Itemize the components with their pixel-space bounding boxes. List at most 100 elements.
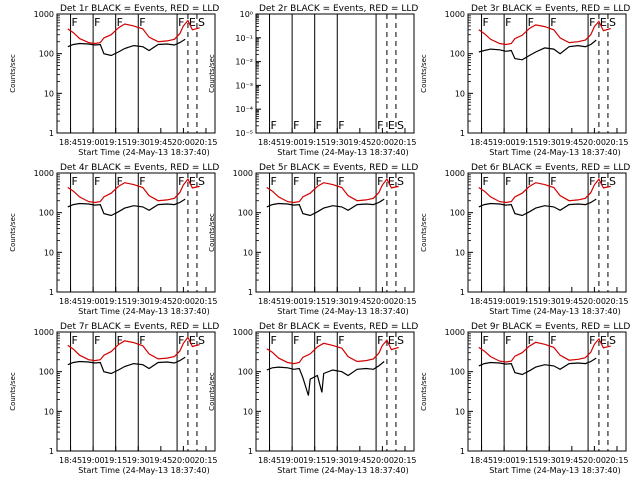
event-marker-label: F (293, 175, 299, 188)
panel-title: Det 9r BLACK = Events, RED = LLD (471, 322, 630, 332)
x-tick-label: 19:15 (104, 297, 127, 306)
y-tick-label: 1000 (233, 169, 253, 178)
x-tick-label: 19:30 (326, 138, 349, 147)
x-tick-label: 19:30 (538, 138, 561, 147)
x-axis-label: Start Time (24-May-13 18:37:40) (78, 466, 209, 475)
y-tick-label: 1 (460, 129, 465, 138)
x-tick-label: 19:15 (303, 456, 326, 465)
series-line (67, 19, 200, 45)
event-marker-label: S (609, 334, 616, 347)
x-axis-label: Start Time (24-May-13 18:37:40) (277, 148, 408, 157)
y-tick-label: 10⁻⁵ (235, 129, 253, 138)
event-marker-label: F (377, 334, 383, 347)
x-tick-label: 20:15 (605, 456, 628, 465)
x-tick-label: 19:45 (149, 297, 172, 306)
x-tick-label: 20:00 (371, 138, 394, 147)
x-axis-label: Start Time (24-May-13 18:37:40) (277, 307, 408, 316)
series-line (478, 177, 611, 204)
x-tick-label: 19:15 (303, 138, 326, 147)
series-line (478, 39, 597, 61)
y-axis-label: Counts/sec (420, 213, 428, 252)
series-line (67, 177, 200, 204)
event-marker-label: E (388, 175, 395, 188)
event-marker-label: F (550, 334, 556, 347)
y-tick-label: 1000 (34, 169, 54, 178)
event-marker-label: E (600, 16, 607, 29)
x-axis-label: Start Time (24-May-13 18:37:40) (489, 307, 620, 316)
x-tick-label: 18:45 (258, 297, 281, 306)
x-tick-label: 20:15 (605, 138, 628, 147)
x-tick-label: 20:00 (583, 138, 606, 147)
series-line (67, 38, 186, 57)
event-marker-label: E (600, 175, 607, 188)
event-marker-label: F (338, 334, 344, 347)
x-tick-label: 18:45 (470, 456, 493, 465)
event-marker-label: F (271, 175, 277, 188)
y-tick-label: 1 (248, 447, 253, 456)
x-tick-label: 19:30 (127, 456, 150, 465)
x-tick-label: 19:00 (281, 297, 304, 306)
x-tick-label: 20:15 (605, 297, 628, 306)
series-line (478, 198, 597, 217)
series-line (266, 361, 385, 396)
event-marker-label: F (528, 16, 534, 29)
event-marker-label: S (198, 334, 205, 347)
plot-frame (56, 331, 216, 452)
event-marker-label: F (117, 175, 123, 188)
event-marker-label: F (505, 175, 511, 188)
event-marker-label: F (338, 119, 344, 132)
x-tick-label: 19:15 (104, 456, 127, 465)
y-tick-label: 100 (450, 368, 465, 377)
event-marker-label: F (117, 16, 123, 29)
x-tick-label: 19:45 (149, 456, 172, 465)
y-tick-label: 10 (44, 89, 54, 98)
y-tick-label: 10 (243, 248, 253, 257)
plot-frame (467, 172, 627, 293)
x-tick-label: 19:00 (493, 138, 516, 147)
event-marker-label: F (483, 334, 489, 347)
series-line (67, 198, 186, 217)
panel-title: Det 8r BLACK = Events, RED = LLD (259, 322, 418, 332)
x-tick-label: 20:00 (172, 138, 195, 147)
x-tick-label: 20:00 (583, 456, 606, 465)
event-marker-label: F (293, 334, 299, 347)
event-marker-label: F (589, 334, 595, 347)
event-marker-label: S (198, 16, 205, 29)
y-tick-label: 1 (49, 129, 54, 138)
event-marker-label: F (589, 175, 595, 188)
x-tick-label: 18:45 (59, 456, 82, 465)
x-axis-label: Start Time (24-May-13 18:37:40) (489, 148, 620, 157)
y-axis-label: Counts/sec (9, 372, 17, 411)
x-tick-label: 18:45 (258, 138, 281, 147)
event-marker-label: S (609, 16, 616, 29)
panel-title: Det 5r BLACK = Events, RED = LLD (259, 163, 418, 173)
x-tick-label: 19:30 (538, 456, 561, 465)
event-marker-label: F (271, 119, 277, 132)
series-line (478, 20, 611, 46)
x-tick-label: 19:15 (515, 297, 538, 306)
event-marker-label: F (293, 119, 299, 132)
plot-frame (56, 13, 216, 134)
x-axis-label: Start Time (24-May-13 18:37:40) (78, 148, 209, 157)
event-marker-label: F (139, 334, 145, 347)
x-tick-label: 19:30 (326, 456, 349, 465)
event-marker-label: F (483, 16, 489, 29)
x-tick-label: 20:15 (194, 456, 217, 465)
y-tick-label: 10⁻¹ (235, 34, 253, 43)
x-tick-label: 19:00 (281, 456, 304, 465)
x-tick-label: 19:15 (303, 297, 326, 306)
y-tick-label: 1000 (233, 328, 253, 337)
x-tick-label: 19:30 (538, 297, 561, 306)
x-tick-label: 20:00 (371, 297, 394, 306)
x-tick-label: 19:45 (348, 138, 371, 147)
event-marker-label: F (483, 175, 489, 188)
x-tick-label: 20:00 (371, 456, 394, 465)
event-marker-label: F (178, 175, 184, 188)
y-tick-label: 1 (460, 447, 465, 456)
x-tick-label: 19:00 (493, 297, 516, 306)
event-marker-label: S (198, 175, 205, 188)
plot-frame (255, 331, 415, 452)
y-tick-label: 10⁻³ (235, 81, 253, 90)
series-line (266, 177, 399, 204)
